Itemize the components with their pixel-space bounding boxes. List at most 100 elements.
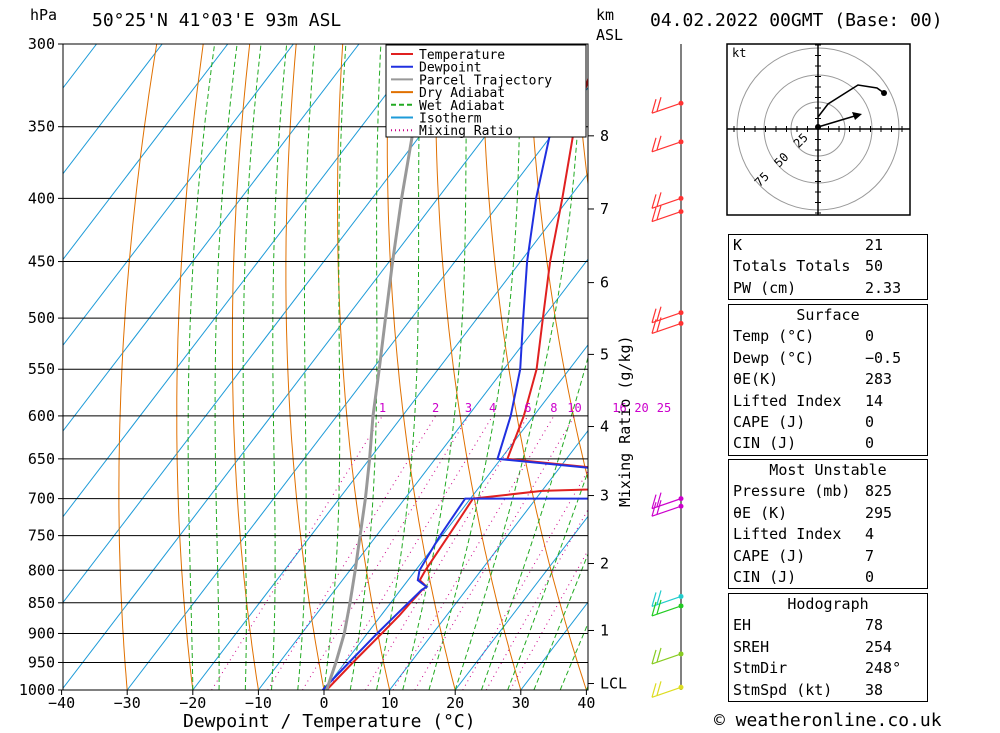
km-label-3: 3 (600, 487, 609, 505)
wind-barb-flag (651, 590, 662, 607)
surface-cape-label: CAPE (J) (733, 413, 806, 432)
isotherm-line (63, 44, 163, 175)
surface-cin-value: 0 (865, 434, 875, 453)
wind-barb-flag (651, 135, 662, 152)
km-label-8: 8 (600, 127, 609, 145)
mu-cape-label: CAPE (J) (733, 546, 806, 565)
wind-barb (651, 141, 682, 153)
wind-barb-flag (651, 97, 662, 114)
stmdir-value: 248° (865, 659, 902, 678)
x-tick-label: −40 (48, 694, 75, 712)
wind-barb-flag (651, 599, 662, 617)
storm-motion-arrowhead (852, 112, 862, 120)
surface-title: Surface (729, 304, 927, 326)
datetime-title: 04.02.2022 00GMT (Base: 00) (650, 10, 943, 31)
isotherm-line (323, 344, 588, 690)
pressure-label-600: 600 (28, 407, 55, 425)
temperature-axis: −40 −30 −20 −10 0 10 20 30 40 (48, 690, 595, 712)
stmdir-label: StmDir (733, 659, 788, 678)
surface-cin-label: CIN (J) (733, 434, 797, 453)
wet-adiabat (214, 44, 238, 690)
mixing-ratio-label-10: 10 (567, 401, 581, 415)
wind-barb-flag (651, 500, 662, 517)
wet-adiabat (428, 44, 522, 690)
hodograph-trace (817, 84, 885, 118)
mixing-ratio-label-4: 4 (489, 401, 496, 415)
wet-adiabat (187, 44, 216, 690)
pressure-label-850: 850 (28, 594, 55, 612)
isotherm-line (454, 515, 588, 690)
y-axis-label: Mixing Ratio (g/kg) (616, 335, 634, 507)
pressure-label-650: 650 (28, 450, 55, 468)
legend-entry-temperature: Temperature (419, 48, 505, 63)
storm-motion-arrow (817, 114, 859, 128)
unit-asl: ASL (596, 26, 623, 44)
x-tick-label: 30 (512, 694, 530, 712)
pressure-label-300: 300 (28, 35, 55, 53)
pressure-axis: 300 350 400 450 500 550 600 650 700 750 800 850 900 9… (19, 35, 63, 699)
isotherm-line (63, 44, 294, 346)
isotherm-line (63, 44, 557, 689)
tt-value: 50 (865, 257, 884, 276)
isotherm-line (63, 44, 360, 432)
mu-li-value: 4 (865, 525, 875, 544)
wind-barb (651, 505, 682, 517)
wind-barb-flag (651, 306, 662, 323)
mu-pressure-label: Pressure (mb) (733, 482, 851, 501)
km-label-7: 7 (600, 200, 609, 218)
stmspd-label: StmSpd (kt) (733, 680, 833, 699)
isotherm-line (126, 86, 588, 690)
x-tick-label: 20 (446, 694, 464, 712)
mu-cape-value: 7 (865, 546, 875, 565)
km-label-6: 6 (600, 274, 609, 292)
mixing-ratio-label-2: 2 (432, 401, 439, 415)
k-label: K (733, 236, 743, 254)
mixing-ratio-label-16: 16 (612, 401, 626, 415)
sreh-label: SREH (733, 637, 770, 656)
most-unstable-panel: Most Unstable Pressure (mb) 825 θE (K) 295… (728, 459, 928, 590)
mixing-ratio-labels: 1 2 3 4 6 8 10 16 20 25 (379, 401, 671, 415)
surface-li-value: 14 (865, 391, 884, 410)
x-tick-label: −20 (179, 694, 206, 712)
height-axis: 8 7 6 5 4 3 2 1 LCL (588, 127, 627, 693)
mixing-ratio-label-25: 25 (657, 401, 671, 415)
pressure-label-800: 800 (28, 561, 55, 579)
wind-barb (651, 605, 682, 617)
dry-adiabat (386, 44, 456, 690)
surface-theta-label: θE(K) (733, 370, 779, 389)
wind-barb-flag (651, 192, 662, 209)
wind-barb (651, 498, 682, 510)
dry-adiabat (947, 44, 1000, 690)
hodograph-end-dot (881, 90, 887, 96)
dry-adiabat (574, 44, 588, 188)
wind-barb (651, 211, 682, 223)
isotherm-line (258, 258, 588, 690)
wet-adiabat (242, 44, 262, 690)
isotherm-line (63, 44, 229, 261)
mixing-ratio-label-3: 3 (465, 401, 472, 415)
x-tick-label: −10 (245, 694, 272, 712)
stmspd-value: 38 (865, 680, 884, 699)
wet-adiabat (297, 44, 316, 690)
x-tick-label: 10 (381, 694, 399, 712)
indices-panel: K 21 Totals Totals 50 PW (cm) 2.33 (728, 234, 928, 301)
mixing-ratio-label-20: 20 (634, 401, 648, 415)
pressure-label-350: 350 (28, 118, 55, 136)
pressure-label-750: 750 (28, 527, 55, 545)
mixing-ratio-line (364, 415, 529, 690)
mu-cin-value: 0 (865, 568, 875, 587)
wet-adiabat (271, 44, 288, 690)
surface-dewp-value: −0.5 (865, 348, 902, 367)
wet-adiabat (349, 44, 382, 690)
wind-barb (651, 312, 682, 324)
legend-entry-mixing-ratio: Mixing Ratio (419, 124, 513, 139)
wind-barb-flag (651, 205, 662, 222)
mixing-ratio-line (462, 469, 588, 690)
location-title: 50°25'N 41°03'E 93m ASL (92, 10, 341, 31)
unit-hpa: hPa (30, 6, 57, 24)
k-value: 21 (865, 236, 884, 254)
hodo-title: Hodograph (729, 593, 927, 615)
wind-barb (651, 686, 682, 698)
